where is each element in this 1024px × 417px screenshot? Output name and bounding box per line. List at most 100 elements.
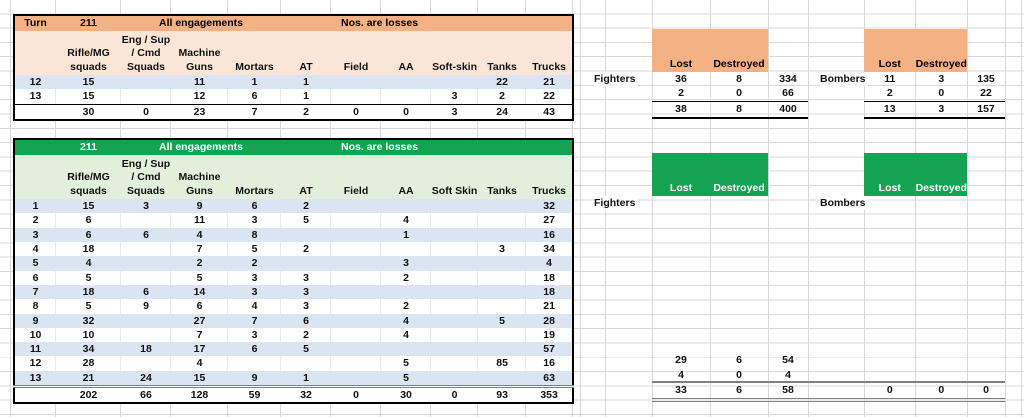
cell[interactable]: 2 (281, 103, 332, 120)
cell[interactable] (281, 356, 332, 371)
cell[interactable]: 5 (381, 370, 432, 387)
cell[interactable]: 3 (381, 256, 432, 271)
cell[interactable]: 12 (14, 75, 56, 90)
cell[interactable]: 8 (14, 299, 56, 314)
cell[interactable]: 15 (171, 370, 228, 387)
cell[interactable] (478, 15, 574, 31)
cell[interactable]: 12 (14, 356, 56, 371)
cell[interactable]: 23 (171, 103, 228, 120)
cell[interactable]: 21 (56, 370, 121, 387)
destroyed-header[interactable]: Destroyed (713, 58, 765, 70)
cell[interactable] (331, 89, 382, 105)
cell[interactable] (381, 284, 432, 300)
cell[interactable]: 5 (281, 213, 332, 228)
cell[interactable]: 24 (478, 103, 527, 120)
cell[interactable]: 4 (678, 368, 684, 381)
cell[interactable]: 66 (121, 385, 171, 404)
cell[interactable]: Rifle/MG squads (56, 155, 121, 199)
cell[interactable]: 7 (14, 284, 56, 300)
cell[interactable]: 18 (56, 241, 121, 257)
cell[interactable]: 3 (938, 102, 945, 115)
cell[interactable]: 5 (14, 256, 56, 271)
cell[interactable] (431, 284, 479, 300)
cell[interactable]: 9 (121, 299, 171, 314)
cell[interactable]: 34 (56, 342, 121, 357)
cell[interactable] (478, 370, 527, 387)
cell[interactable]: 4 (785, 368, 791, 381)
cell[interactable] (478, 270, 527, 285)
cell[interactable]: 11 (171, 75, 228, 90)
cell[interactable]: 0 (331, 103, 382, 120)
cell[interactable]: 0 (381, 103, 432, 120)
cell[interactable]: 57 (526, 342, 574, 357)
cell[interactable]: 17 (171, 342, 228, 357)
cell[interactable]: 4 (56, 256, 121, 271)
cell[interactable]: 5 (281, 342, 332, 357)
cell[interactable] (331, 270, 382, 285)
cell[interactable]: Mortars (228, 155, 282, 199)
cell[interactable]: Nos. are losses (281, 15, 479, 31)
cell[interactable]: 3 (228, 327, 282, 343)
cell[interactable]: 19 (526, 327, 574, 343)
cell[interactable]: 3 (281, 299, 332, 314)
cell[interactable] (331, 370, 382, 387)
cell[interactable] (331, 342, 382, 357)
cell[interactable] (381, 89, 432, 105)
cell[interactable]: 14 (171, 284, 228, 300)
cell[interactable]: 3 (228, 213, 282, 228)
cell[interactable] (381, 199, 432, 214)
cell[interactable] (808, 383, 864, 398)
cell[interactable]: Tanks (478, 31, 527, 75)
cell[interactable]: 6 (736, 383, 742, 396)
cell[interactable] (431, 342, 479, 357)
lost-header[interactable]: Lost (669, 182, 693, 194)
cell[interactable]: 5 (381, 356, 432, 371)
cell[interactable]: 15 (56, 199, 121, 214)
cell[interactable] (331, 256, 382, 271)
cell[interactable]: 21 (526, 75, 574, 90)
cell[interactable]: 4 (171, 356, 228, 371)
cell[interactable] (478, 199, 527, 214)
cell[interactable]: 15 (56, 75, 121, 90)
cell[interactable]: 7 (171, 327, 228, 343)
cell[interactable]: Machine Guns (171, 31, 228, 75)
cell[interactable]: Nos. are losses (281, 139, 479, 155)
cell[interactable]: 2 (171, 256, 228, 271)
cell[interactable] (431, 313, 479, 328)
cell[interactable]: Turn (14, 15, 56, 31)
cell[interactable]: 7 (171, 241, 228, 257)
cell[interactable]: 4 (228, 299, 282, 314)
cell[interactable] (431, 75, 479, 90)
destroyed-header[interactable]: Destroyed (915, 182, 967, 194)
cell[interactable]: 21 (526, 299, 574, 314)
cell[interactable]: 2 (281, 241, 332, 257)
cell[interactable]: 36 (675, 73, 687, 85)
cell[interactable]: 0 (431, 385, 479, 404)
cell[interactable] (431, 199, 479, 214)
cell[interactable]: 32 (56, 313, 121, 328)
cell[interactable] (331, 241, 382, 257)
cell[interactable]: 24 (121, 370, 171, 387)
fighters-lost-destroyed-header[interactable]: Lost Destroyed (652, 153, 768, 196)
cell[interactable]: 2 (678, 87, 684, 100)
cell[interactable]: 22 (478, 75, 527, 90)
cell[interactable] (14, 385, 56, 404)
cell[interactable] (121, 327, 171, 343)
bombers-label[interactable]: Bombers (820, 196, 868, 211)
cell[interactable]: 0 (983, 383, 989, 396)
cell[interactable] (14, 103, 56, 120)
cell[interactable] (431, 327, 479, 343)
cell[interactable]: 4 (171, 227, 228, 242)
cell[interactable]: 2 (14, 213, 56, 228)
cell[interactable] (478, 256, 527, 271)
cell[interactable] (281, 256, 332, 271)
cell[interactable] (331, 199, 382, 214)
fighters-lost-destroyed-header[interactable]: Lost Destroyed (652, 29, 768, 72)
cell[interactable]: 22 (526, 89, 574, 105)
cell[interactable]: 1 (281, 89, 332, 105)
cell[interactable]: 1 (281, 75, 332, 90)
cell[interactable]: 16 (526, 227, 574, 242)
cell[interactable]: 29 (675, 354, 687, 367)
cell[interactable]: 0 (938, 87, 945, 100)
cell[interactable]: 13 (14, 370, 56, 387)
